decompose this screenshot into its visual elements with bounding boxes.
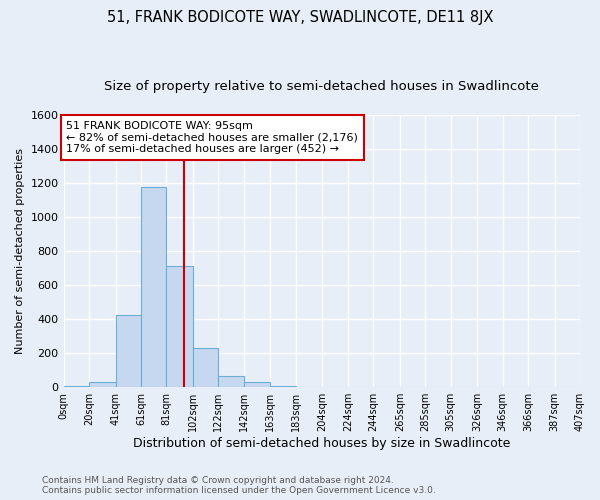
Bar bbox=[141, 188, 166, 387]
Y-axis label: Number of semi-detached properties: Number of semi-detached properties bbox=[15, 148, 25, 354]
Bar bbox=[193, 348, 218, 387]
Bar bbox=[166, 266, 193, 387]
Bar bbox=[244, 382, 271, 387]
Bar bbox=[64, 386, 89, 387]
Text: 51 FRANK BODICOTE WAY: 95sqm
← 82% of semi-detached houses are smaller (2,176)
1: 51 FRANK BODICOTE WAY: 95sqm ← 82% of se… bbox=[66, 121, 358, 154]
Title: Size of property relative to semi-detached houses in Swadlincote: Size of property relative to semi-detach… bbox=[104, 80, 539, 93]
Text: Contains HM Land Registry data © Crown copyright and database right 2024.
Contai: Contains HM Land Registry data © Crown c… bbox=[42, 476, 436, 495]
Bar bbox=[89, 382, 116, 387]
Text: 51, FRANK BODICOTE WAY, SWADLINCOTE, DE11 8JX: 51, FRANK BODICOTE WAY, SWADLINCOTE, DE1… bbox=[107, 10, 493, 25]
Bar bbox=[116, 315, 141, 387]
Bar bbox=[271, 386, 296, 387]
X-axis label: Distribution of semi-detached houses by size in Swadlincote: Distribution of semi-detached houses by … bbox=[133, 437, 511, 450]
Bar bbox=[218, 376, 244, 387]
